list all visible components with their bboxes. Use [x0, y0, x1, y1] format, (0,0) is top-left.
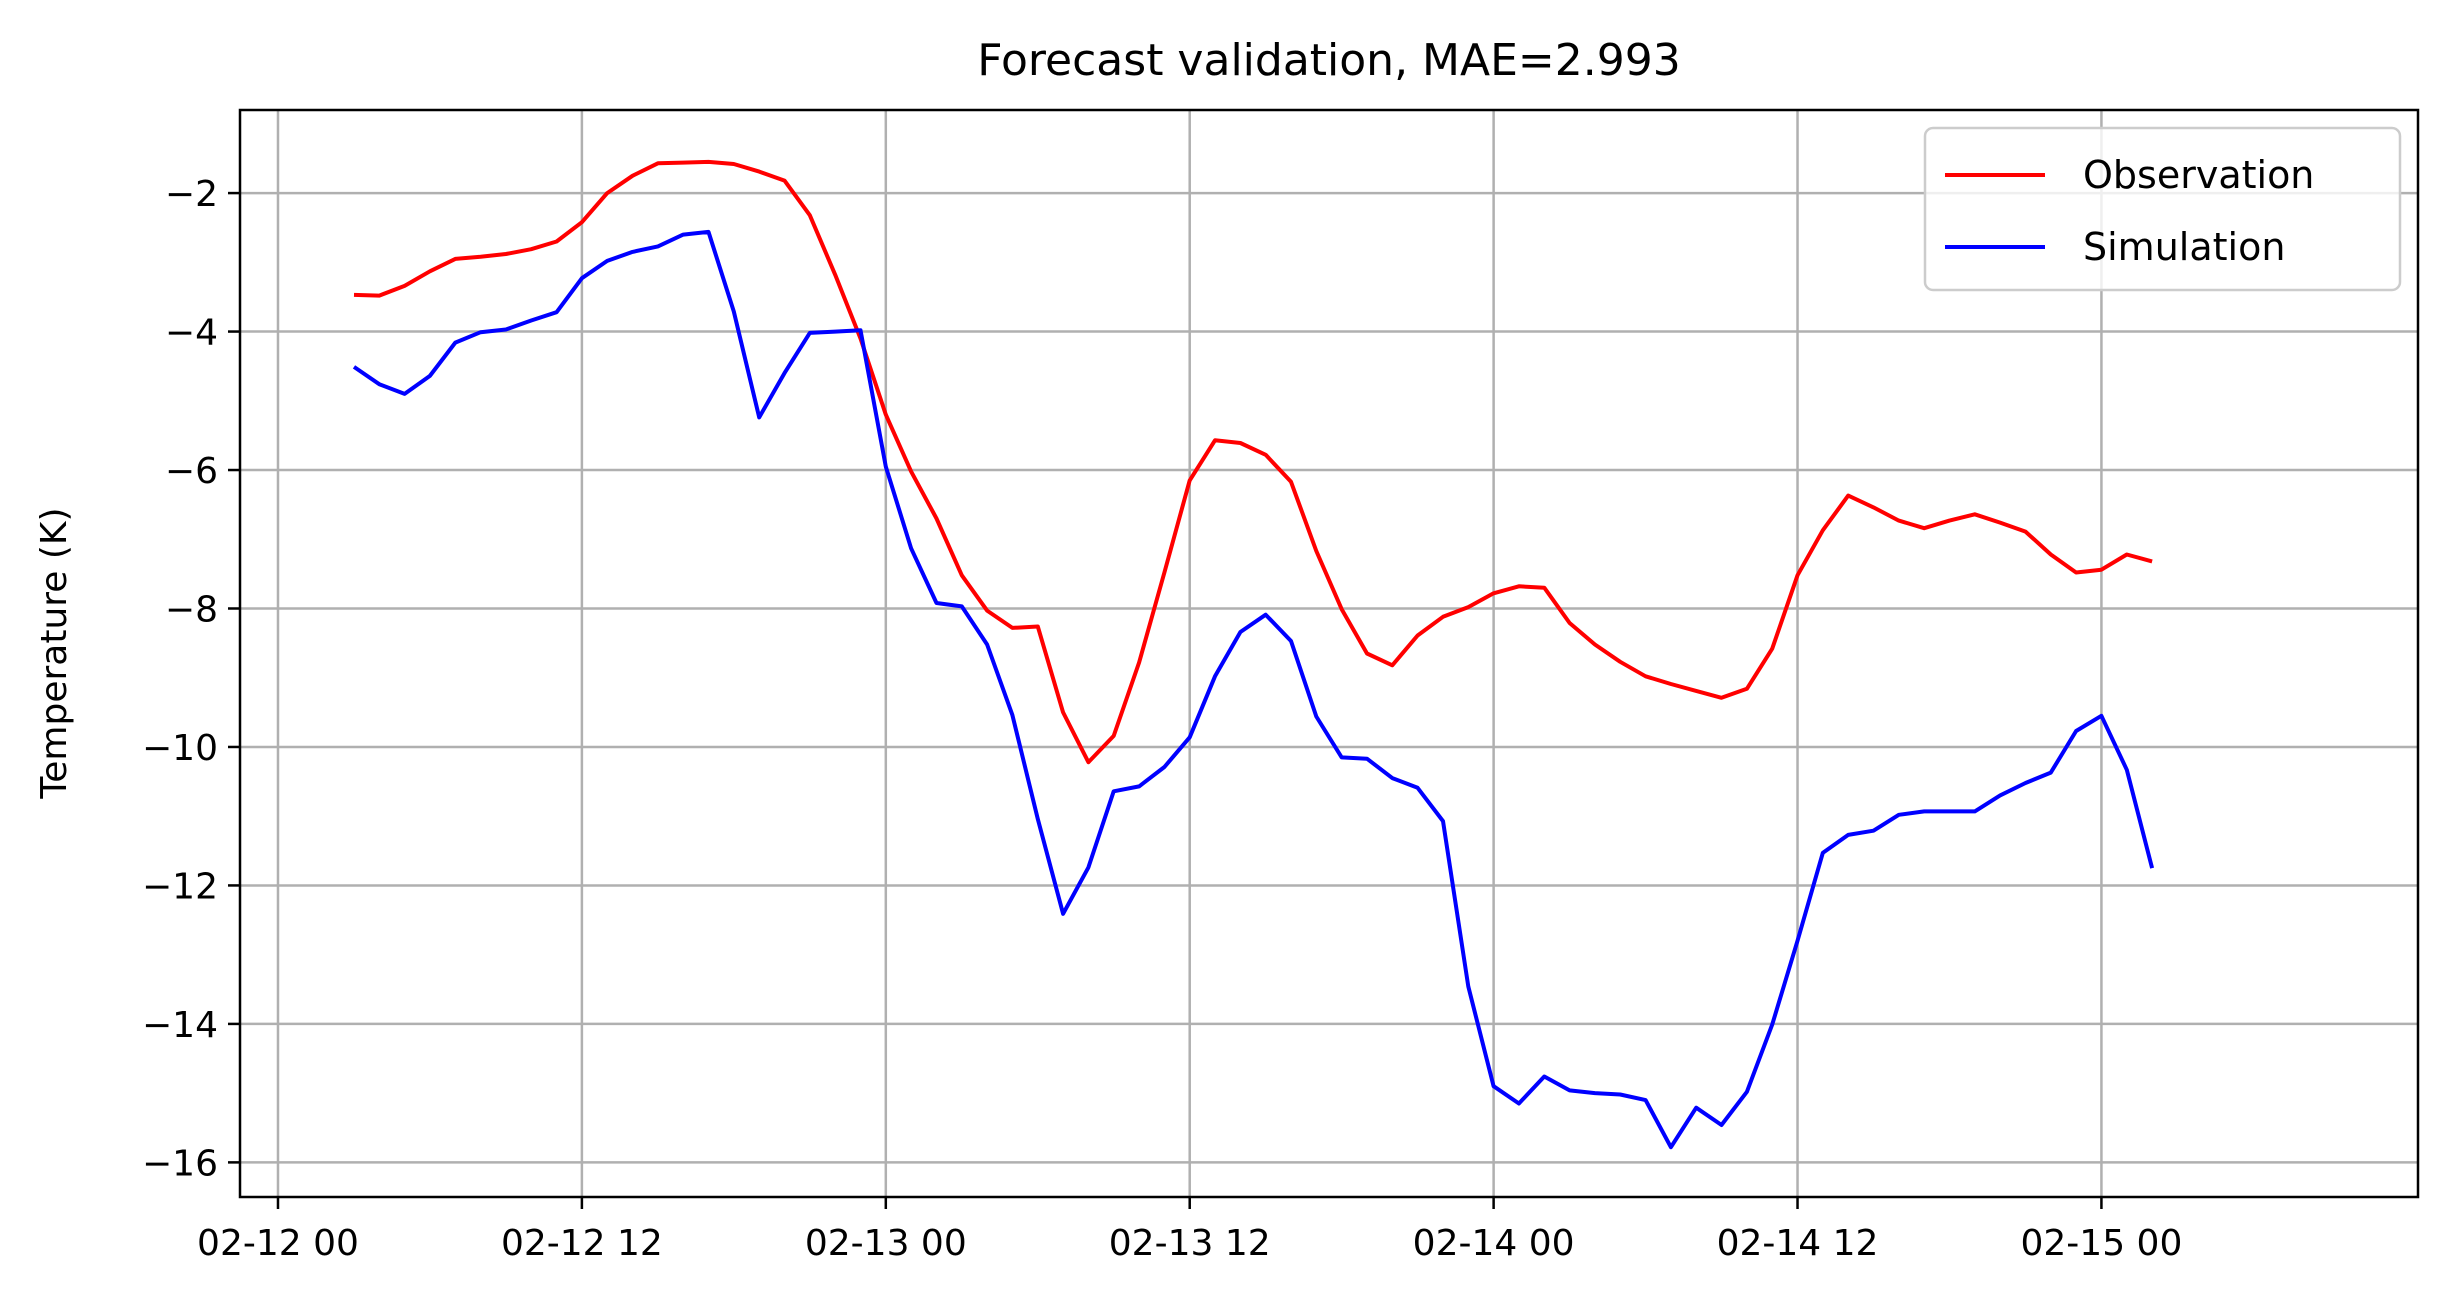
- x-tick-label: 02-12 00: [197, 1223, 359, 1264]
- series-layer: [352, 159, 2155, 1150]
- y-tick-label: −4: [165, 313, 218, 354]
- y-tick-label: −16: [142, 1143, 218, 1184]
- chart-title: Forecast validation, MAE=2.993: [977, 35, 1680, 86]
- legend-label-simulation: Simulation: [2083, 225, 2285, 269]
- x-tick-label: 02-14 00: [1413, 1223, 1575, 1264]
- x-tick-label: 02-15 00: [2021, 1223, 2183, 1264]
- grid-layer: [240, 110, 2418, 1197]
- legend-box: [1923, 126, 2402, 292]
- y-axis-label: Temperature (K): [34, 507, 75, 799]
- legend-label-observation: Observation: [2083, 153, 2314, 197]
- y-tick-label: −6: [165, 451, 218, 492]
- y-tick-label: −12: [142, 866, 218, 907]
- x-tick-label: 02-13 12: [1109, 1223, 1271, 1264]
- y-tick-label: −14: [142, 1005, 218, 1046]
- ticks-layer: 02-12 00 02-12 12 02-13 00 02-13 12 02-14 00…: [142, 174, 2182, 1264]
- series-line-observation: [353, 159, 2153, 765]
- x-tick-label: 02-12 12: [501, 1223, 663, 1264]
- x-tick-label: 02-13 00: [805, 1223, 967, 1264]
- series-line-simulation: [352, 229, 2155, 1150]
- y-tick-label: −10: [142, 728, 218, 769]
- x-tick-label: 02-14 12: [1717, 1223, 1879, 1264]
- plot-frame: [238, 108, 2420, 1199]
- y-tick-label: −2: [165, 174, 218, 215]
- legend: Observation Simulation: [1923, 126, 2402, 292]
- y-tick-label: −8: [165, 589, 218, 630]
